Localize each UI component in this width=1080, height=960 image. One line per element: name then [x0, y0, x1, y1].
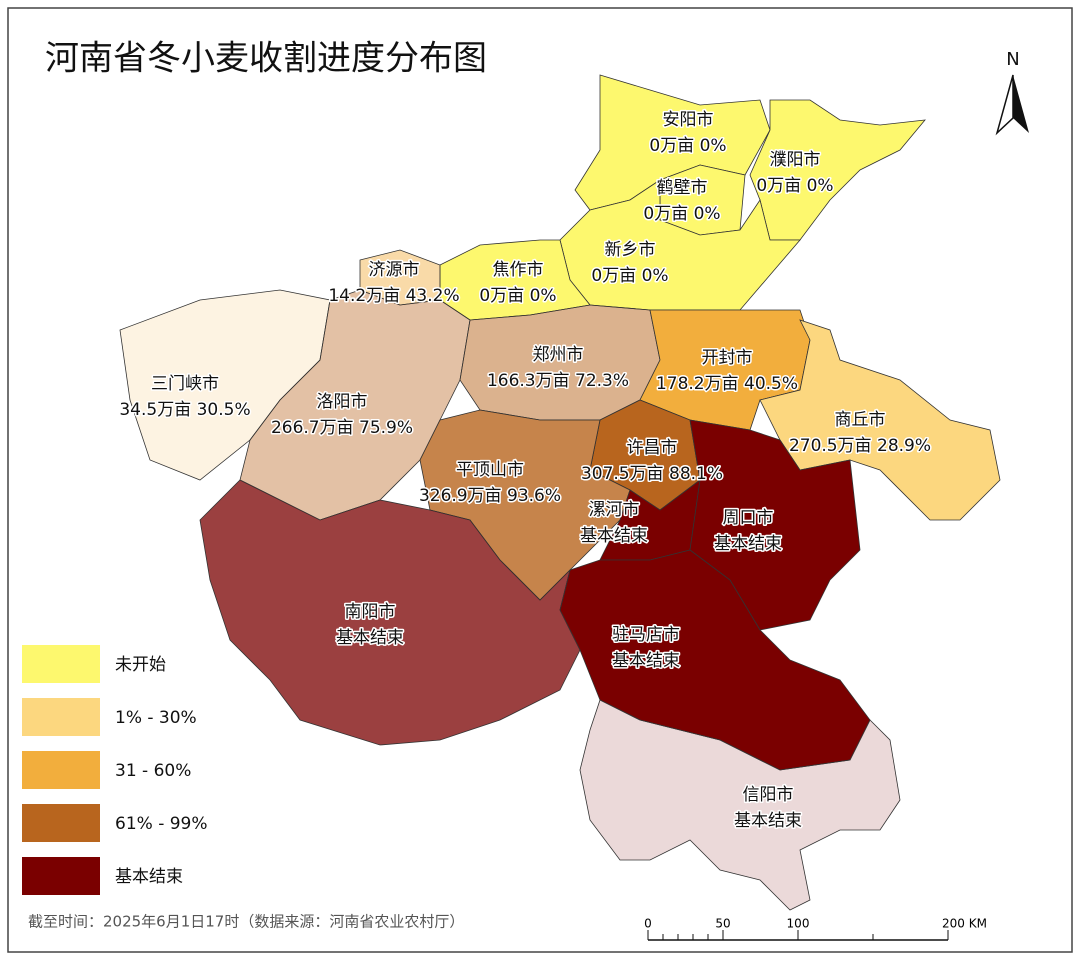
- city-name: 濮阳市: [770, 150, 821, 170]
- legend-label: 61% - 99%: [115, 814, 208, 834]
- scale-label: 0: [644, 917, 652, 931]
- city-name: 许昌市: [627, 438, 678, 458]
- city-name: 洛阳市: [317, 392, 368, 412]
- city-detail: 基本结束: [336, 628, 404, 648]
- city-detail: 307.5万亩 88.1%: [581, 464, 723, 484]
- city-name: 郑州市: [533, 345, 584, 365]
- city-detail: 14.2万亩 43.2%: [328, 286, 459, 306]
- city-detail: 0万亩 0%: [756, 176, 833, 196]
- legend-swatch: [22, 804, 100, 842]
- city-name: 开封市: [702, 348, 753, 368]
- city-detail: 0万亩 0%: [479, 286, 556, 306]
- region-shangqiu: [759, 319, 1001, 521]
- legend-label: 1% - 30%: [115, 708, 197, 728]
- city-name: 信阳市: [743, 785, 794, 805]
- north-label: N: [1006, 49, 1019, 70]
- city-detail: 166.3万亩 72.3%: [487, 371, 629, 391]
- city-name: 漯河市: [589, 500, 640, 520]
- legend-swatch: [22, 857, 100, 895]
- legend-swatch: [22, 698, 100, 736]
- city-name: 商丘市: [835, 410, 886, 430]
- city-detail: 0万亩 0%: [643, 204, 720, 224]
- legend: 未开始 1% - 30% 31 - 60% 61% - 99% 基本结束: [22, 645, 208, 895]
- regions: [119, 74, 1001, 911]
- region-nanyang: [199, 479, 581, 746]
- legend-label: 未开始: [115, 655, 166, 675]
- city-detail: 基本结束: [714, 534, 782, 554]
- city-labels: 安阳市 0万亩 0% 濮阳市 0万亩 0% 鹤壁市 0万亩 0% 新乡市 0万亩…: [118, 109, 933, 833]
- city-detail: 266.7万亩 75.9%: [271, 418, 413, 438]
- city-name: 三门峡市: [151, 374, 219, 394]
- city-name: 济源市: [369, 260, 420, 280]
- legend-label: 基本结束: [115, 867, 183, 887]
- scale-label: 100: [787, 917, 810, 931]
- region-xinyang: [579, 699, 901, 911]
- city-name: 平顶山市: [456, 460, 524, 480]
- scale-bar: 0 50 100 200 KM: [644, 917, 987, 941]
- city-detail: 270.5万亩 28.9%: [789, 436, 931, 456]
- city-detail: 178.2万亩 40.5%: [656, 374, 798, 394]
- north-arrow: N: [995, 49, 1029, 136]
- legend-label: 31 - 60%: [115, 761, 191, 781]
- city-detail: 0万亩 0%: [591, 266, 668, 286]
- city-name: 南阳市: [345, 602, 396, 622]
- city-name: 安阳市: [663, 110, 714, 130]
- region-puyang: [749, 99, 926, 241]
- city-name: 驻马店市: [612, 625, 680, 645]
- footnote: 截至时间：2025年6月1日17时（数据来源：河南省农业农村厅）: [28, 913, 464, 931]
- city-detail: 326.9万亩 93.6%: [419, 486, 561, 506]
- city-detail: 0万亩 0%: [649, 136, 726, 156]
- city-name: 鹤壁市: [657, 178, 708, 198]
- scale-label: 50: [715, 917, 730, 931]
- north-arrow-right: [1013, 75, 1029, 133]
- city-name: 周口市: [723, 508, 774, 528]
- map-title: 河南省冬小麦收割进度分布图: [45, 39, 487, 79]
- city-detail: 基本结束: [734, 811, 802, 831]
- scale-label: 200 KM: [942, 917, 987, 931]
- city-detail: 基本结束: [580, 526, 648, 546]
- city-detail: 34.5万亩 30.5%: [119, 400, 250, 420]
- city-name: 焦作市: [493, 260, 544, 280]
- city-name: 新乡市: [605, 240, 656, 260]
- legend-swatch: [22, 751, 100, 789]
- legend-swatch: [22, 645, 100, 683]
- scale-ticks: [647, 930, 949, 940]
- city-detail: 基本结束: [612, 651, 680, 671]
